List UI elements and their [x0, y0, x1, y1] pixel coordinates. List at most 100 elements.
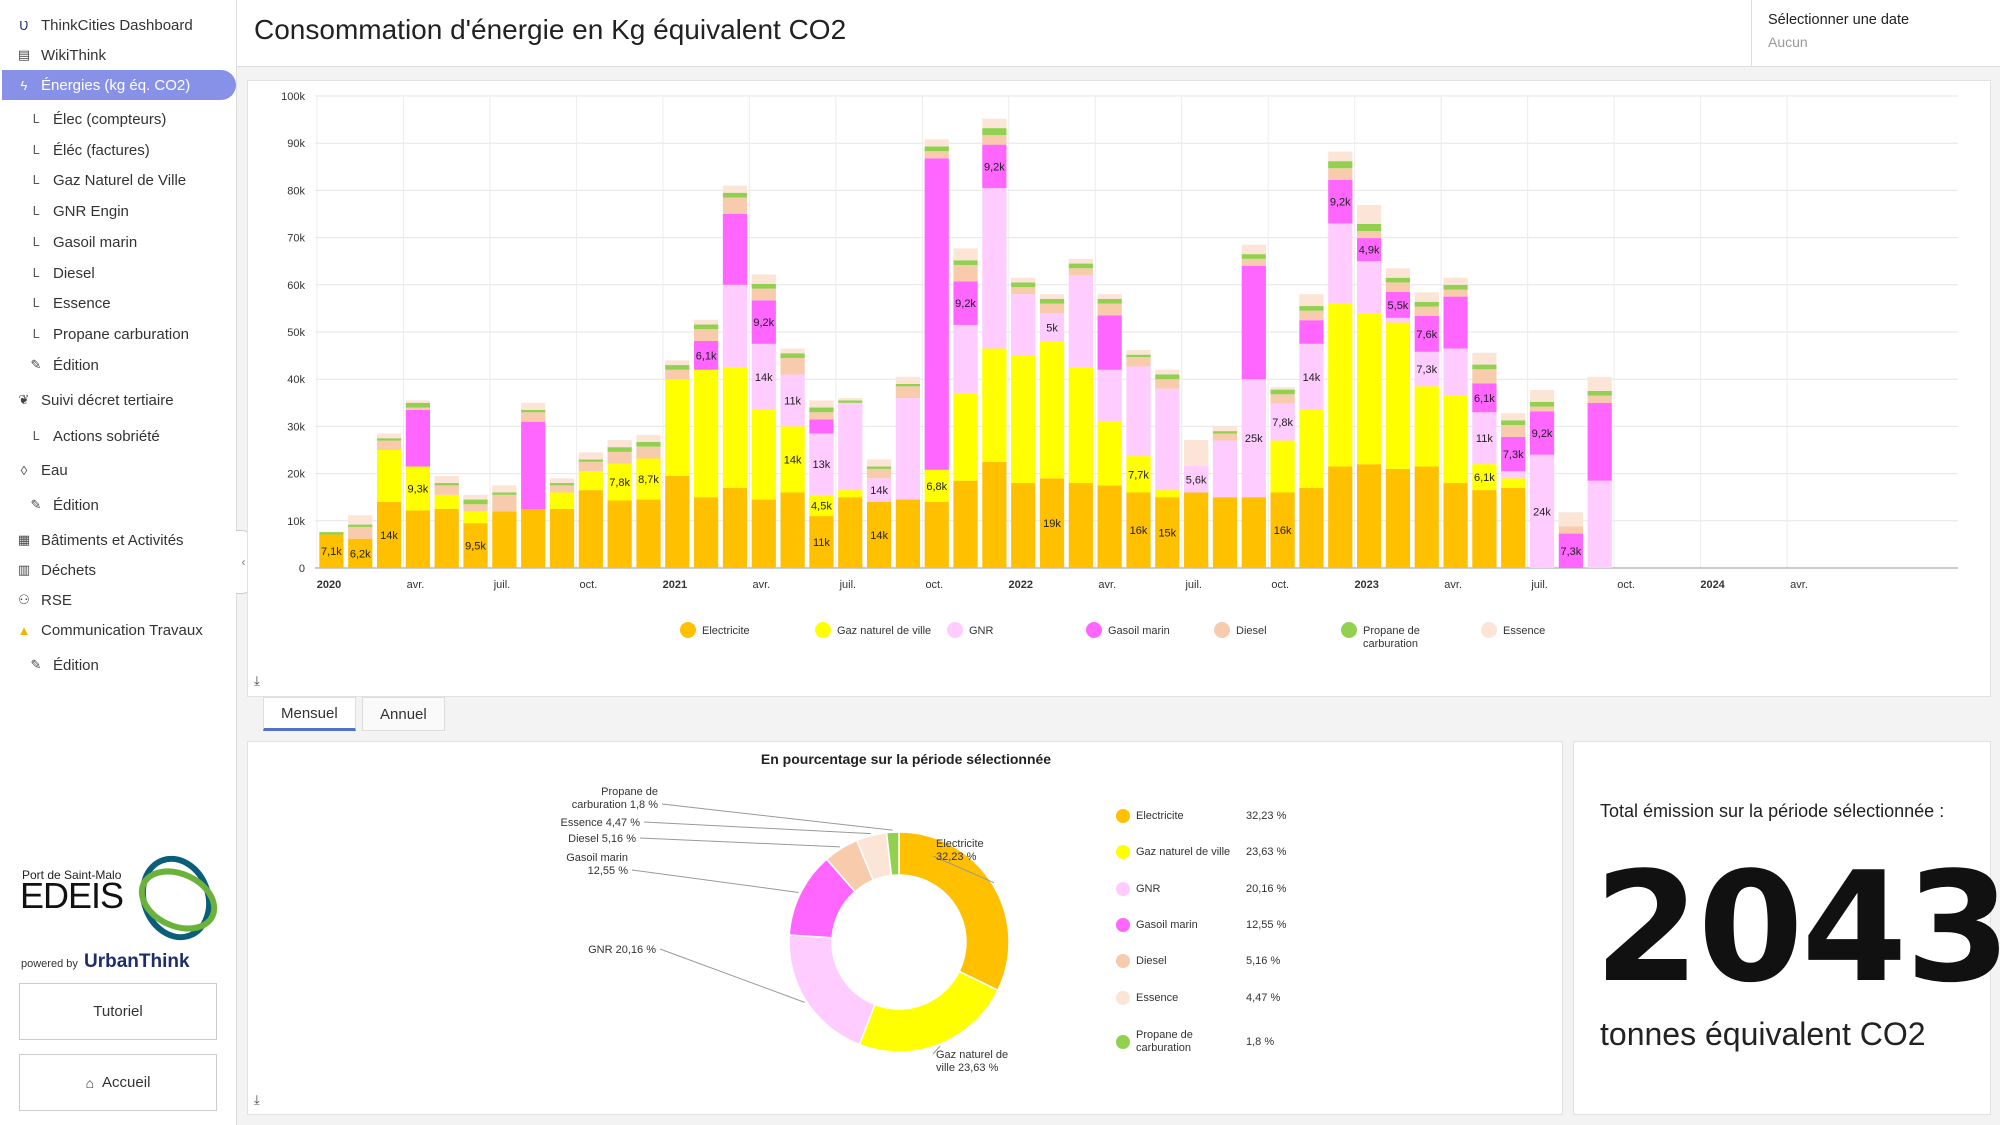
pie-legend-item[interactable]: Gaz naturel de ville 23,63 % — [1116, 842, 1306, 862]
bar-segment[interactable] — [1356, 230, 1382, 239]
pie-legend-item[interactable]: Propane de carburation 1,8 % — [1116, 1029, 1306, 1054]
bar-segment[interactable] — [722, 214, 748, 285]
bar-segment[interactable] — [809, 419, 834, 434]
bar-segment[interactable] — [722, 367, 748, 488]
bar-segment[interactable] — [780, 426, 805, 493]
bar-segment[interactable] — [1529, 406, 1555, 412]
bar-segment[interactable] — [694, 324, 719, 330]
bar-segment[interactable] — [1328, 161, 1353, 169]
bar-segment[interactable] — [1097, 303, 1122, 316]
bar-segment[interactable] — [694, 340, 719, 370]
bar-segment[interactable] — [434, 475, 459, 484]
bar-segment[interactable] — [866, 459, 892, 467]
download-icon[interactable]: ⤓ — [254, 1092, 260, 1107]
bar-segment[interactable] — [1270, 492, 1295, 568]
bar-segment[interactable] — [405, 510, 430, 568]
bar-segment[interactable] — [982, 144, 1007, 189]
bar-segment[interactable] — [1414, 386, 1439, 467]
sidebar-item-15[interactable]: ✎ Édition — [0, 490, 99, 520]
bar-segment[interactable] — [578, 452, 603, 460]
bar-segment[interactable] — [1155, 369, 1180, 375]
bar-segment[interactable] — [376, 450, 402, 502]
sidebar-item-5[interactable]: ᒪ Gaz Naturel de Ville — [0, 165, 186, 195]
bar-segment[interactable] — [895, 383, 921, 387]
bar-segment[interactable] — [866, 466, 892, 469]
sidebar-item-3[interactable]: ᒪ Élec (compteurs) — [0, 104, 167, 134]
bar-segment[interactable] — [1097, 369, 1122, 422]
bar-segment[interactable] — [722, 487, 748, 568]
bar-segment[interactable] — [838, 398, 863, 401]
bar-segment[interactable] — [1328, 168, 1353, 181]
bar-segment[interactable] — [1212, 497, 1238, 568]
pie-slice[interactable] — [858, 970, 999, 1053]
bar-segment[interactable] — [1068, 367, 1093, 484]
bar-segment[interactable] — [1126, 349, 1151, 355]
bar-segment[interactable] — [751, 300, 776, 344]
bar-segment[interactable] — [1414, 292, 1439, 302]
bar-segment[interactable] — [982, 348, 1007, 462]
bar-segment[interactable] — [1501, 487, 1526, 568]
bar-segment[interactable] — [1501, 478, 1526, 488]
bar-segment[interactable] — [722, 284, 748, 368]
bar-segment[interactable] — [1443, 284, 1468, 290]
bar-segment[interactable] — [1039, 478, 1065, 568]
bar-segment[interactable] — [549, 483, 575, 486]
bar-segment[interactable] — [463, 499, 488, 505]
sidebar-item-2[interactable]: ϟ Énergies (kg éq. CO2) — [2, 70, 236, 100]
bar-segment[interactable] — [1385, 268, 1411, 278]
bar-segment[interactable] — [722, 197, 748, 214]
bar-segment[interactable] — [1356, 223, 1382, 231]
bar-segment[interactable] — [953, 281, 978, 325]
bar-segment[interactable] — [405, 466, 430, 511]
bar-segment[interactable] — [1068, 268, 1093, 276]
bar-segment[interactable] — [549, 492, 575, 509]
bar-segment[interactable] — [405, 400, 430, 403]
bar-segment[interactable] — [809, 400, 834, 408]
bar-segment[interactable] — [1212, 426, 1238, 432]
bar-segment[interactable] — [1385, 282, 1411, 292]
bar-segment[interactable] — [924, 501, 949, 568]
bar-segment[interactable] — [434, 485, 459, 495]
bar-segment[interactable] — [549, 478, 575, 484]
sidebar-item-6[interactable]: ᒪ GNR Engin — [0, 196, 129, 226]
bar-segment[interactable] — [1155, 388, 1180, 491]
bar-segment[interactable] — [953, 480, 978, 568]
bar-segment[interactable] — [434, 483, 459, 486]
bar-segment[interactable] — [1011, 483, 1036, 568]
bar-segment[interactable] — [607, 463, 632, 501]
bar-segment[interactable] — [751, 288, 776, 301]
bar-segment[interactable] — [1299, 320, 1324, 344]
bar-segment[interactable] — [607, 440, 632, 448]
pie-slice[interactable] — [788, 934, 876, 1046]
bar-segment[interactable] — [1414, 301, 1439, 307]
bar-segment[interactable] — [1241, 254, 1266, 259]
sidebar-item-10[interactable]: ᒪ Propane carburation — [0, 319, 189, 349]
bar-segment[interactable] — [636, 499, 661, 568]
bar-segment[interactable] — [1356, 313, 1382, 465]
bar-segment[interactable] — [751, 343, 776, 410]
bar-segment[interactable] — [1328, 223, 1353, 304]
sidebar-item-11[interactable]: ✎ Édition — [0, 350, 99, 380]
bar-segment[interactable] — [780, 348, 805, 354]
bar-segment[interactable] — [1270, 403, 1295, 441]
pie-slice[interactable] — [885, 831, 900, 877]
bar-segment[interactable] — [1558, 512, 1583, 527]
home-button[interactable]: ⌂ Accueil — [19, 1054, 217, 1111]
bar-segment[interactable] — [636, 458, 661, 500]
bar-segment[interactable] — [1039, 313, 1065, 342]
bar-segment[interactable] — [607, 447, 632, 452]
bar-segment[interactable] — [1011, 294, 1036, 356]
bar-segment[interactable] — [1472, 464, 1497, 491]
bar-segment[interactable] — [665, 475, 690, 568]
bar-segment[interactable] — [665, 369, 690, 380]
bar-segment[interactable] — [780, 353, 805, 358]
bar-segment[interactable] — [1097, 315, 1122, 370]
bar-segment[interactable] — [982, 128, 1007, 136]
bar-segment[interactable] — [1212, 440, 1238, 498]
bar-segment[interactable] — [953, 324, 978, 394]
bar-segment[interactable] — [1385, 317, 1411, 323]
bar-segment[interactable] — [809, 412, 834, 420]
pie-legend-item[interactable]: Gasoil marin 12,55 % — [1116, 915, 1306, 935]
bar-segment[interactable] — [694, 319, 719, 325]
bar-segment[interactable] — [1011, 277, 1036, 283]
